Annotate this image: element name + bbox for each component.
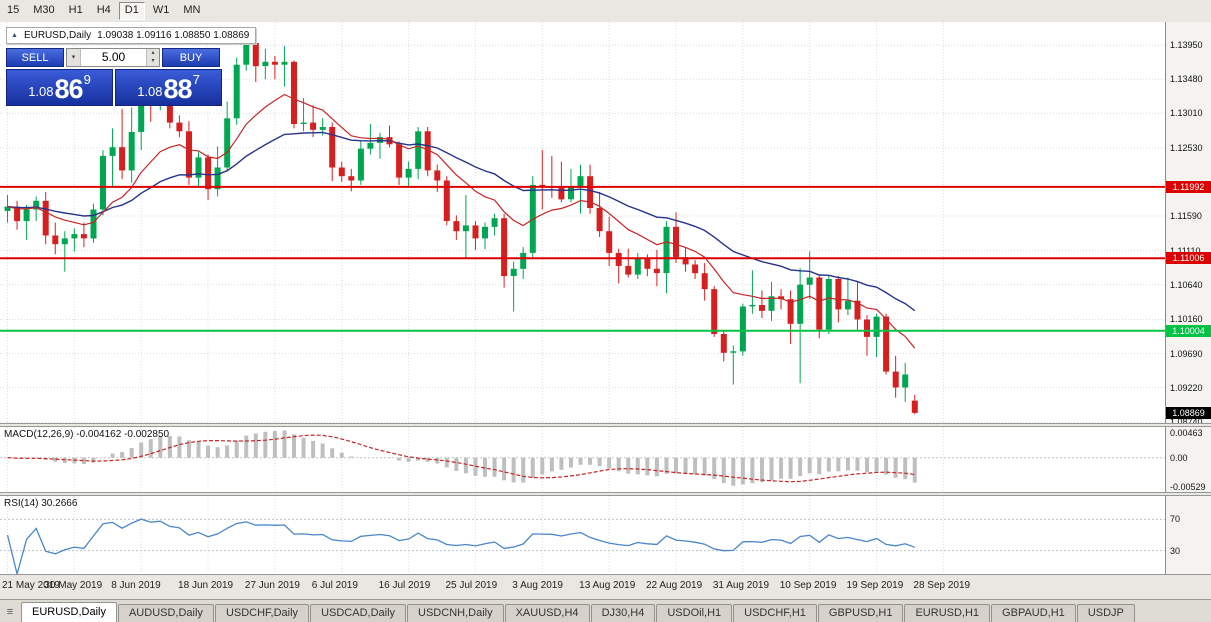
buy-price-bigfigure: 1.08 bbox=[137, 84, 163, 99]
chart-title-box: ▲ EURUSD,Daily 1.09038 1.09116 1.08850 1… bbox=[6, 27, 257, 44]
price-badge: 1.10004 bbox=[1166, 324, 1211, 337]
chart-tab[interactable]: GBPAUD,H1 bbox=[991, 604, 1076, 622]
date-label: 19 Sep 2019 bbox=[846, 580, 904, 591]
macd-tick: 0.00 bbox=[1170, 452, 1188, 463]
macd-label: MACD(12,26,9) -0.004162 -0.002850 bbox=[4, 429, 170, 440]
price-badge: 1.11006 bbox=[1166, 252, 1211, 265]
chart-window: ▲ EURUSD,Daily 1.09038 1.09116 1.08850 1… bbox=[0, 22, 1211, 601]
chart-list-icon[interactable]: ≡ bbox=[6, 606, 14, 618]
chart-tab[interactable]: USDOil,H1 bbox=[656, 604, 733, 622]
date-label: 28 Sep 2019 bbox=[913, 580, 971, 591]
price-tick: 1.13010 bbox=[1170, 108, 1203, 119]
chart-tabbar: ≡ EURUSD,Daily AUDUSD,Daily USDCHF,Daily US… bbox=[0, 599, 1211, 622]
date-label: 27 Jun 2019 bbox=[244, 580, 300, 591]
date-label: 18 Jun 2019 bbox=[178, 580, 234, 591]
date-label: 31 Aug 2019 bbox=[712, 580, 770, 591]
rsi-scale[interactable]: 70 30 bbox=[1166, 496, 1211, 574]
price-tick: 1.09220 bbox=[1170, 382, 1203, 393]
date-label: 25 Jul 2019 bbox=[445, 580, 498, 591]
price-scale[interactable]: 1.13950 1.13480 1.13010 1.12530 1.11590 1.111… bbox=[1166, 22, 1211, 423]
one-click-trading-panel: SELL ▾ 5.00 ▴ ▾ BUY 1.08 86 9 1.08 bbox=[6, 48, 224, 106]
chart-tab[interactable]: USDCAD,Daily bbox=[310, 604, 407, 622]
volume-spinner[interactable]: ▴ ▾ bbox=[146, 49, 159, 66]
spinner-up-icon[interactable]: ▴ bbox=[151, 50, 155, 56]
time-axis[interactable]: 21 May 2019 30 May 2019 8 Jun 2019 18 Jun 2… bbox=[0, 574, 1211, 601]
timeframe-button-d1[interactable]: D1 bbox=[118, 2, 145, 20]
chart-tabs: EURUSD,Daily AUDUSD,Daily USDCHF,Daily USDC… bbox=[21, 602, 1136, 622]
price-tick: 1.08740 bbox=[1170, 417, 1203, 423]
macd-pane[interactable]: MACD(12,26,9) -0.004162 -0.002850 bbox=[0, 427, 1165, 492]
sell-price-bigfigure: 1.08 bbox=[28, 84, 54, 99]
price-tick: 1.11590 bbox=[1170, 210, 1202, 221]
macd-tick: 0.00463 bbox=[1170, 428, 1203, 438]
collapse-icon[interactable]: ▲ bbox=[11, 32, 18, 39]
timeframe-button-15[interactable]: 15 bbox=[7, 4, 20, 16]
price-tick: 1.10160 bbox=[1170, 314, 1203, 325]
rsi-tick: 30 bbox=[1170, 545, 1181, 556]
date-label: 10 Sep 2019 bbox=[779, 580, 837, 591]
rsi-chart bbox=[0, 496, 1165, 574]
timeframe-buttons: 15 M30 H1 H4 D1 W1 MN bbox=[1, 2, 206, 20]
chart-tab[interactable]: EURUSD,H1 bbox=[904, 604, 991, 622]
date-label: 16 Jul 2019 bbox=[378, 580, 431, 591]
macd-chart bbox=[0, 427, 1165, 492]
macd-tick: -0.00529 bbox=[1170, 482, 1206, 492]
symbol-timeframe-label: EURUSD,Daily bbox=[23, 30, 92, 41]
price-badge: 1.08869 bbox=[1166, 406, 1211, 419]
scale-divider bbox=[1165, 22, 1166, 574]
volume-control[interactable]: ▾ 5.00 ▴ ▾ bbox=[66, 48, 160, 67]
buy-price-main-digits: 88 bbox=[163, 74, 193, 104]
price-badge: 1.11992 bbox=[1166, 180, 1211, 193]
macd-scale[interactable]: 0.00463 0.00 -0.00529 bbox=[1166, 427, 1211, 492]
chart-tab[interactable]: USDJP bbox=[1076, 604, 1135, 622]
ohlc-values: 1.09038 1.09116 1.08850 1.08869 bbox=[97, 30, 250, 41]
date-label: 21 May 2019 bbox=[2, 580, 60, 591]
timeframe-button-mn[interactable]: MN bbox=[183, 4, 201, 16]
date-label: 22 Aug 2019 bbox=[646, 580, 703, 591]
date-label: 30 May 2019 bbox=[44, 580, 103, 591]
chart-tab[interactable]: USDCHF,H1 bbox=[733, 604, 817, 622]
date-label: 3 Aug 2019 bbox=[512, 580, 563, 591]
rsi-tick: 70 bbox=[1170, 514, 1181, 525]
buy-button[interactable]: BUY bbox=[162, 48, 220, 67]
chart-tab[interactable]: USDCNH,Daily bbox=[407, 604, 504, 622]
chart-tab[interactable]: DJ30,H4 bbox=[590, 604, 656, 622]
timeframe-button-w1[interactable]: W1 bbox=[152, 4, 170, 16]
sell-price-main-digits: 86 bbox=[54, 74, 84, 104]
chart-tab[interactable]: AUDUSD,Daily bbox=[117, 604, 214, 622]
volume-input[interactable]: 5.00 bbox=[101, 50, 126, 64]
price-tick: 1.13950 bbox=[1170, 40, 1203, 51]
date-label: 13 Aug 2019 bbox=[579, 580, 636, 591]
macd-separator[interactable] bbox=[0, 423, 1211, 427]
timeframe-button-m30[interactable]: M30 bbox=[33, 4, 55, 16]
chart-tab[interactable]: EURUSD,Daily bbox=[21, 602, 117, 622]
chart-tab[interactable]: XAUUSD,H4 bbox=[504, 604, 590, 622]
sell-price-display[interactable]: 1.08 86 9 bbox=[6, 69, 113, 106]
timeframe-button-h4[interactable]: H4 bbox=[96, 4, 111, 16]
timeframe-toolbar: 15 M30 H1 H4 D1 W1 MN bbox=[0, 0, 1211, 23]
price-tick: 1.13480 bbox=[1170, 74, 1203, 85]
sell-button[interactable]: SELL bbox=[6, 48, 64, 67]
sell-price-pipette: 9 bbox=[83, 72, 91, 87]
price-chart-pane[interactable]: ▲ EURUSD,Daily 1.09038 1.09116 1.08850 1… bbox=[0, 22, 1165, 423]
candlestick-chart bbox=[0, 22, 1165, 423]
date-label: 8 Jun 2019 bbox=[111, 580, 161, 591]
price-tick: 1.12530 bbox=[1170, 142, 1203, 153]
price-tick: 1.11110 bbox=[1170, 245, 1201, 256]
rsi-label: RSI(14) 30.2666 bbox=[4, 498, 78, 509]
rsi-separator[interactable] bbox=[0, 492, 1211, 496]
buy-price-pipette: 7 bbox=[192, 72, 200, 87]
volume-dropdown-icon[interactable]: ▾ bbox=[67, 49, 81, 66]
rsi-pane[interactable]: RSI(14) 30.2666 bbox=[0, 496, 1165, 574]
date-label: 6 Jul 2019 bbox=[311, 580, 358, 591]
price-tick: 1.10640 bbox=[1170, 279, 1203, 290]
chart-tab[interactable]: GBPUSD,H1 bbox=[817, 604, 904, 622]
price-tick: 1.09690 bbox=[1170, 348, 1203, 359]
spinner-down-icon[interactable]: ▾ bbox=[151, 58, 155, 64]
chart-tab[interactable]: USDCHF,Daily bbox=[214, 604, 310, 622]
buy-price-display[interactable]: 1.08 88 7 bbox=[115, 69, 222, 106]
timeframe-button-h1[interactable]: H1 bbox=[68, 4, 83, 16]
